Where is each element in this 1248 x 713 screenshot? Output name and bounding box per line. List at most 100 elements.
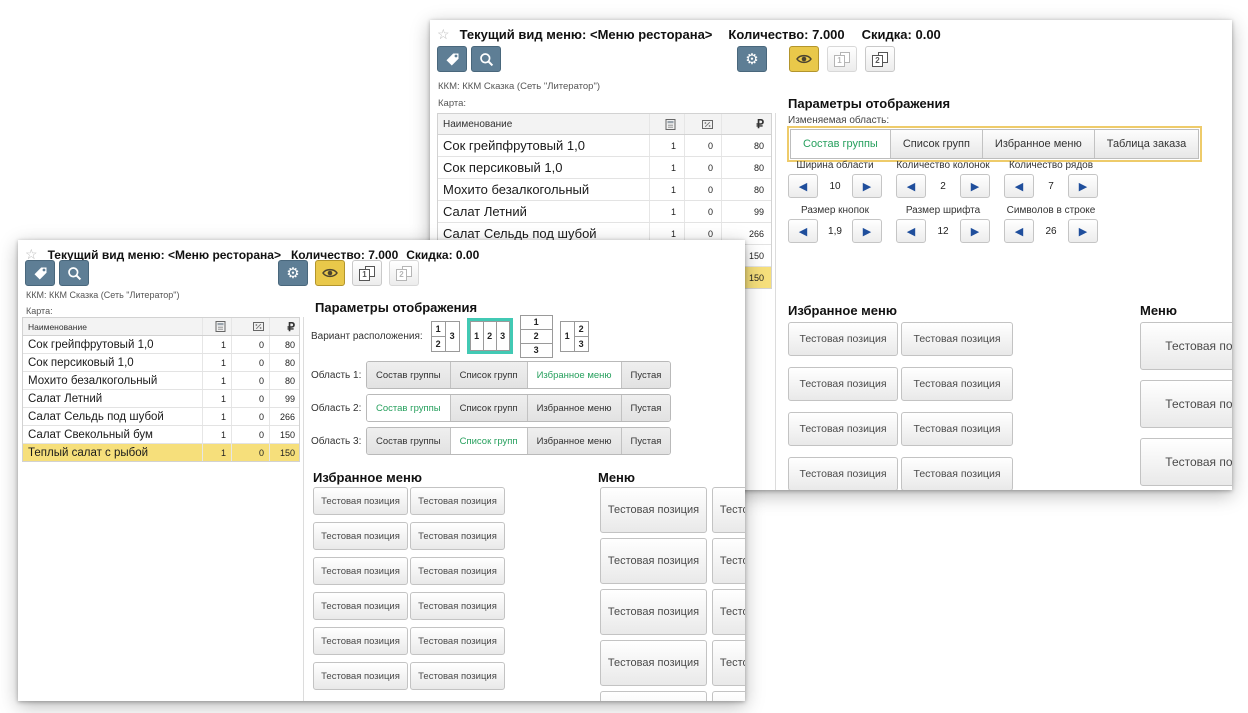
area-option[interactable]: Состав группы: [367, 362, 450, 388]
table-row[interactable]: Мохито безалкогольный 1 0 80: [438, 179, 771, 201]
favorite-item-button[interactable]: Тестовая позиция: [410, 627, 505, 655]
stepper-increase-button[interactable]: ▶: [960, 174, 990, 198]
menu-item-button[interactable]: Тестовая позиция: [1140, 322, 1232, 370]
favorite-item-button[interactable]: Тестовая позиция: [313, 522, 408, 550]
item-name: Салат Сельдь под шубой: [28, 410, 164, 423]
table-row[interactable]: Сок грейпфрутовый 1,0 1 0 80: [23, 336, 299, 354]
area-option[interactable]: Состав группы: [367, 395, 450, 421]
menu-item-button[interactable]: Тестовая позиция: [712, 538, 745, 584]
menu-item-button[interactable]: Тестовая позиция: [712, 589, 745, 635]
table-row[interactable]: Салат Летний 1 0 99: [438, 201, 771, 223]
settings-button[interactable]: ⚙: [737, 46, 767, 72]
favorite-item-button[interactable]: Тестовая позиция: [901, 322, 1013, 356]
table-row[interactable]: Мохито безалкогольный 1 0 80: [23, 372, 299, 390]
menu-item-button[interactable]: Тестовая позиция: [600, 487, 707, 533]
favorite-item-button[interactable]: Тестовая позиция: [313, 557, 408, 585]
favorite-item-button[interactable]: Тестовая позиция: [313, 592, 408, 620]
visibility-button[interactable]: [789, 46, 819, 72]
stepper-decrease-button[interactable]: ◀: [896, 219, 926, 243]
favorite-item-button[interactable]: Тестовая позиция: [313, 487, 408, 515]
menu-item-button[interactable]: Тестовая позиция: [600, 691, 707, 701]
area-option[interactable]: Пустая: [620, 428, 671, 454]
favorite-star-icon[interactable]: ☆: [25, 246, 38, 262]
item-price: 80: [721, 179, 771, 200]
stepper-increase-button[interactable]: ▶: [1068, 174, 1098, 198]
area-option[interactable]: Список групп: [449, 362, 527, 388]
favorite-item-button[interactable]: Тестовая позиция: [313, 662, 408, 690]
stepper-decrease-button[interactable]: ◀: [788, 219, 818, 243]
area-option[interactable]: Список групп: [449, 395, 527, 421]
layout-page-2-button[interactable]: 2: [865, 46, 895, 72]
table-row[interactable]: Сок персиковый 1,0 1 0 80: [438, 157, 771, 179]
search-button[interactable]: [471, 46, 501, 72]
favorite-item-button[interactable]: Тестовая позиция: [788, 322, 898, 356]
stepper-decrease-button[interactable]: ◀: [1004, 219, 1034, 243]
favorites-heading: Избранное меню: [788, 303, 897, 318]
visibility-button[interactable]: [315, 260, 345, 286]
menu-item-button[interactable]: Тестовая позиция: [1140, 380, 1232, 428]
area-option[interactable]: Состав группы: [367, 428, 450, 454]
tag-icon: [446, 53, 458, 65]
tag-button[interactable]: [25, 260, 55, 286]
favorite-item-button[interactable]: Тестовая позиция: [901, 412, 1013, 446]
menu-item-button[interactable]: Тестовая позиция: [1140, 438, 1232, 486]
area-tab[interactable]: Состав группы: [791, 130, 890, 158]
stepper-increase-button[interactable]: ▶: [960, 219, 990, 243]
favorite-item-button[interactable]: Тестовая позиция: [788, 457, 898, 490]
area-assignment-rows: Область 1: Состав группы Список групп Избра…: [311, 361, 672, 460]
table-row[interactable]: Салат Сельдь под шубой 1 0 266: [23, 408, 299, 426]
area-option[interactable]: Избранное меню: [526, 428, 621, 454]
stepper-decrease-button[interactable]: ◀: [788, 174, 818, 198]
menu-item-button[interactable]: Тестовая позиция: [600, 538, 707, 584]
layout-page-1-button[interactable]: 1: [352, 260, 382, 286]
tag-button[interactable]: [437, 46, 467, 72]
table-row[interactable]: Сок персиковый 1,0 1 0 80: [23, 354, 299, 372]
layout-page-2-button[interactable]: 2: [389, 260, 419, 286]
favorite-item-button[interactable]: Тестовая позиция: [410, 662, 505, 690]
eye-icon: [322, 268, 338, 278]
area-tab[interactable]: Избранное меню: [981, 130, 1094, 158]
area-option[interactable]: Избранное меню: [526, 362, 621, 388]
layout-page-1-button[interactable]: 1: [827, 46, 857, 72]
favorite-item-button[interactable]: Тестовая позиция: [410, 592, 505, 620]
stepper-decrease-button[interactable]: ◀: [1004, 174, 1034, 198]
area-option[interactable]: Список групп: [449, 428, 527, 454]
favorite-item-button[interactable]: Тестовая позиция: [788, 367, 898, 401]
settings-button[interactable]: ⚙: [278, 260, 308, 286]
menu-item-button[interactable]: Тестовая позиция: [712, 691, 745, 701]
area-option[interactable]: Пустая: [620, 362, 671, 388]
favorite-item-button[interactable]: Тестовая позиция: [410, 557, 505, 585]
stepper-decrease-button[interactable]: ◀: [896, 174, 926, 198]
favorite-item-button[interactable]: Тестовая позиция: [901, 457, 1013, 490]
area-tab[interactable]: Таблица заказа: [1093, 130, 1199, 158]
menu-item-button[interactable]: Тестовая позиция: [600, 640, 707, 686]
menu-item-button[interactable]: Тестовая позиция: [712, 640, 745, 686]
search-button[interactable]: [59, 260, 89, 286]
stepper-increase-button[interactable]: ▶: [852, 174, 882, 198]
stepper-increase-button[interactable]: ▶: [1068, 219, 1098, 243]
favorite-item-button[interactable]: Тестовая позиция: [410, 487, 505, 515]
favorite-item-button[interactable]: Тестовая позиция: [788, 412, 898, 446]
item-discount: 0: [231, 408, 269, 425]
favorite-item-button[interactable]: Тестовая позиция: [313, 627, 408, 655]
name-column-header: Наименование: [443, 118, 513, 130]
table-row[interactable]: Сок грейпфрутовый 1,0 1 0 80: [438, 135, 771, 157]
favorite-item-button[interactable]: Тестовая позиция: [901, 367, 1013, 401]
area-option[interactable]: Избранное меню: [526, 395, 621, 421]
menu-item-button[interactable]: Тестовая позиция: [712, 487, 745, 533]
favorite-item-button[interactable]: Тестовая позиция: [410, 522, 505, 550]
page-2-icon: 2: [872, 51, 888, 67]
table-row[interactable]: Салат Летний 1 0 99: [23, 390, 299, 408]
menu-item-button[interactable]: Тестовая позиция: [600, 589, 707, 635]
area-option[interactable]: Пустая: [620, 395, 671, 421]
area-tab[interactable]: Список групп: [889, 130, 982, 158]
favorite-star-icon[interactable]: ☆: [437, 26, 450, 42]
stepper-increase-button[interactable]: ▶: [852, 219, 882, 243]
